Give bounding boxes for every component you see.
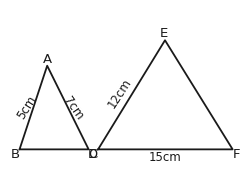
Text: 12cm: 12cm <box>106 76 134 111</box>
Text: B: B <box>10 148 20 161</box>
Text: 5cm: 5cm <box>14 93 39 121</box>
Text: 7cm: 7cm <box>61 94 86 123</box>
Text: A: A <box>42 53 52 66</box>
Text: F: F <box>233 148 241 161</box>
Text: D: D <box>88 148 98 161</box>
Text: E: E <box>160 27 168 40</box>
Text: C: C <box>88 148 98 161</box>
Text: 15cm: 15cm <box>148 151 182 164</box>
